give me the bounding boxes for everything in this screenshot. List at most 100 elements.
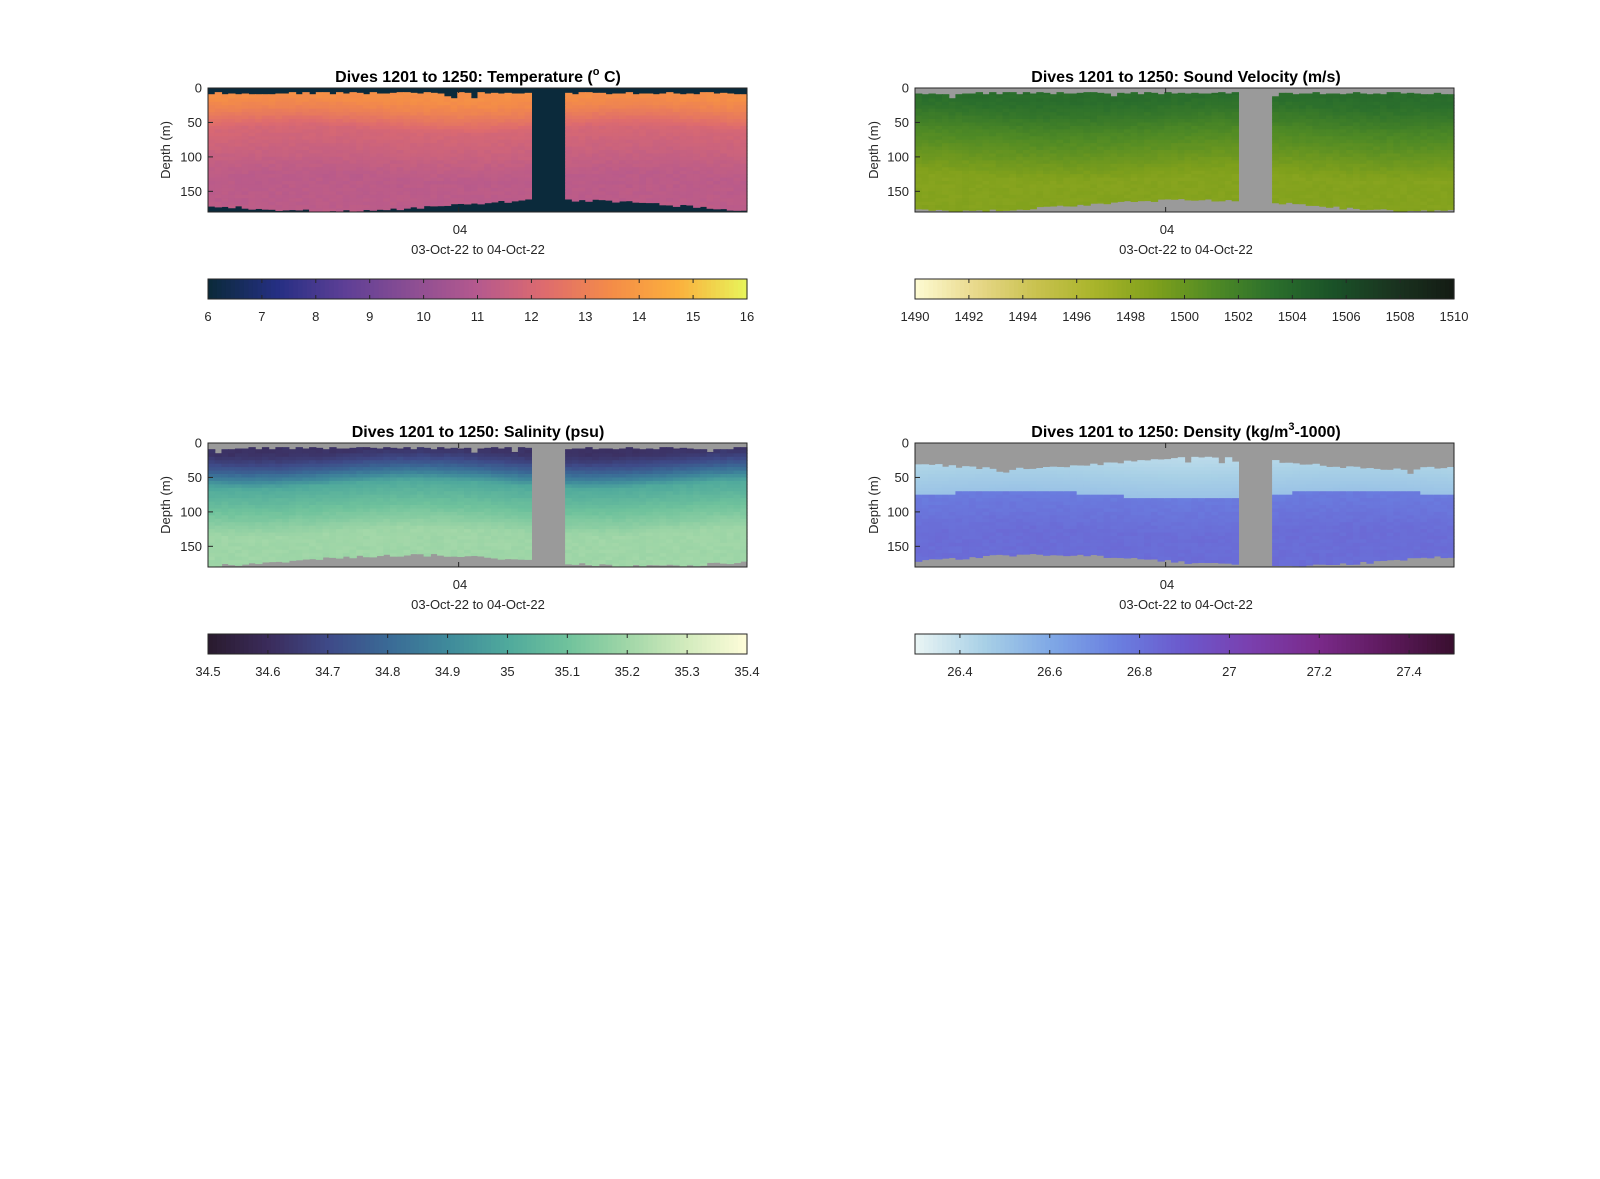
field-cell [1285,163,1293,168]
field-cell [1272,177,1280,182]
field-cell [1231,177,1239,182]
field-cell [1002,156,1010,161]
field-cell [720,125,728,130]
field-cell [437,119,445,124]
field-cell [288,129,297,134]
field-cell [430,198,438,203]
field-cell [1137,170,1145,175]
field-cell [1177,94,1186,99]
field-cell [592,108,600,113]
field-cell [1123,160,1132,165]
field-cell [1150,146,1159,151]
field-cell [369,167,378,172]
field-cell [464,163,472,168]
field-cell [389,129,398,134]
field-cell [1022,136,1031,141]
field-cell [686,153,694,158]
field-cell [659,191,667,196]
field-cell [524,191,532,196]
field-cell [214,125,223,130]
field-cell [699,170,708,175]
field-cell [686,143,694,148]
colorbar-segment [324,279,330,299]
field-cell [342,139,351,144]
field-cell [416,194,425,199]
field-cell [948,129,957,134]
field-cell [699,163,708,168]
field-cell [1144,153,1152,158]
field-cell [941,198,950,203]
field-cell [1224,122,1233,127]
field-cell [726,163,735,168]
colorbar-segment [544,279,550,299]
field-cell [288,201,297,206]
field-cell [706,94,714,99]
field-cell [1009,122,1017,127]
field-cell [1224,198,1233,201]
field-cell [295,139,303,144]
field-cell [1036,184,1044,189]
field-cell [935,101,943,106]
field-cell [578,170,586,175]
field-cell [1164,125,1172,130]
field-cell [362,187,371,192]
field-cell [1211,112,1219,117]
field-cell [955,184,963,189]
field-cell [1137,139,1145,144]
field-cell [1063,187,1071,192]
field-cell [1346,150,1354,155]
field-cell [1204,174,1213,179]
field-cell [511,156,519,161]
dive-column [241,93,250,209]
field-cell [713,112,721,117]
field-cell [484,136,492,141]
field-cell [1137,115,1145,120]
field-cell [726,105,735,110]
field-cell [383,93,391,96]
field-cell [1197,177,1206,182]
field-cell [490,136,499,141]
field-cell [645,167,654,172]
field-cell [1022,191,1031,196]
field-cell [221,122,229,127]
field-cell [389,98,398,103]
field-cell [464,139,472,144]
field-cell [1029,119,1037,124]
field-cell [403,160,411,165]
field-cell [706,125,714,130]
field-cell [1325,205,1334,208]
field-cell [1117,94,1125,99]
field-cell [1224,167,1233,172]
field-cell [693,177,701,182]
field-cell [1224,129,1233,134]
field-cell [369,194,378,199]
field-cell [322,101,330,106]
x-tick-label: 04 [453,222,467,237]
dive-column [1157,94,1165,200]
field-cell [470,136,479,141]
field-cell [221,170,229,175]
field-cell [275,129,283,134]
field-cell [208,170,216,175]
field-cell [1177,146,1186,151]
field-cell [935,153,943,158]
field-cell [921,112,930,117]
field-cell [968,112,977,117]
field-cell [948,125,957,130]
field-cell [342,187,351,192]
field-cell [389,125,398,130]
field-cell [693,194,701,199]
dive-column [632,94,640,203]
field-cell [1171,122,1179,127]
field-cell [517,181,526,186]
field-cell [1083,198,1091,203]
field-cell [659,115,667,120]
field-cell [598,191,607,196]
field-cell [1063,163,1071,168]
field-cell [208,143,216,148]
field-cell [423,184,431,189]
field-cell [524,184,532,189]
field-cell [1231,136,1239,141]
field-cell [713,136,721,141]
field-cell [955,170,963,175]
